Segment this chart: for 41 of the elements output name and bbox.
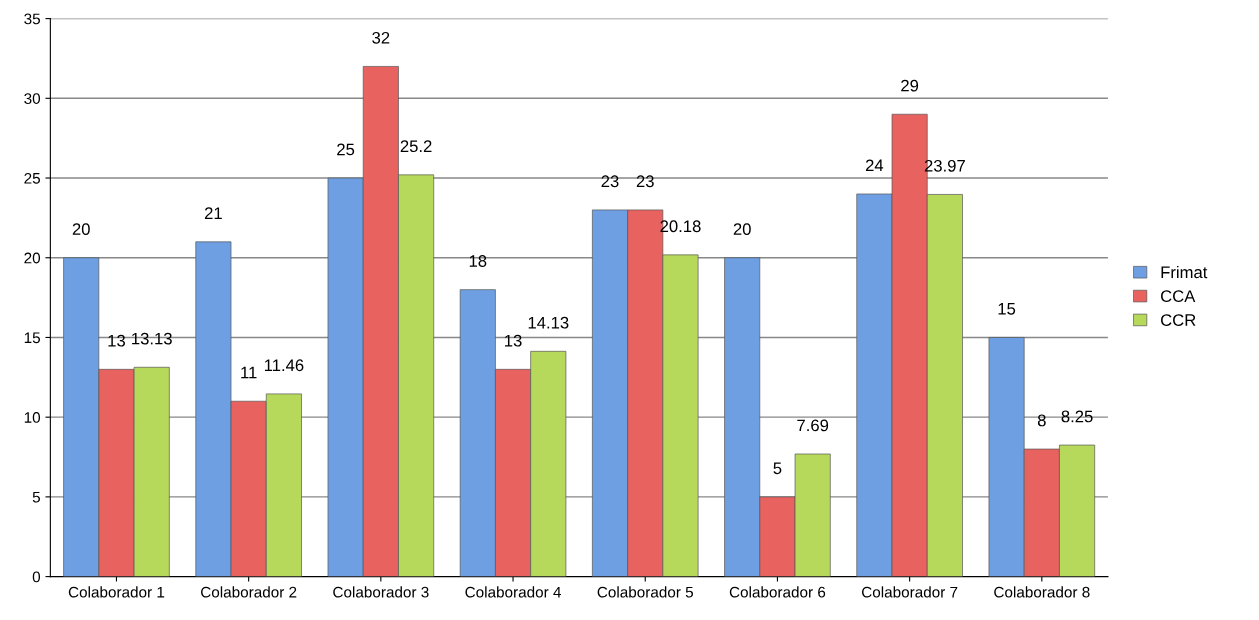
data-label: 15: [998, 303, 1016, 315]
data-label: 5: [773, 462, 782, 475]
data-label: 11.46: [264, 359, 304, 372]
data-label: 20: [733, 223, 751, 235]
data-label: 7.69: [797, 419, 829, 432]
data-label: 29: [901, 79, 919, 92]
x-tick-label: Colaborador 7: [862, 586, 958, 598]
data-label: 20: [72, 223, 90, 235]
x-tick-label: Colaborador 1: [68, 586, 165, 598]
data-label: 23: [601, 175, 619, 188]
legend-label: CCA: [1161, 290, 1196, 303]
legend-label: Frimat: [1161, 265, 1208, 279]
data-label: 25: [337, 143, 355, 156]
data-label: 14.13: [528, 316, 569, 329]
y-tick-label: 30: [24, 93, 41, 104]
y-tick-label: 35: [24, 13, 40, 25]
data-label: 18: [469, 255, 487, 267]
x-tick-label: Colaborador 3: [333, 586, 429, 598]
x-tick-label: Colaborador 6: [729, 586, 826, 598]
legend-label: CCR: [1161, 314, 1196, 326]
x-tick-label: Colaborador 4: [465, 586, 562, 598]
y-tick-label: 20: [24, 252, 41, 264]
y-tick-label: 10: [24, 412, 41, 423]
x-tick-label: Colaborador 5: [597, 586, 694, 598]
data-label: 25.2: [400, 140, 432, 153]
data-label: 8: [1037, 414, 1046, 427]
x-tick-label: Colaborador 8: [994, 586, 1090, 598]
data-label: 8.25: [1061, 410, 1093, 423]
y-tick-label: 15: [24, 332, 40, 344]
data-label: 32: [372, 31, 390, 44]
data-label: 13: [505, 334, 522, 347]
data-label: 24: [865, 159, 884, 172]
data-label: 13: [108, 334, 125, 347]
data-label: 13.13: [132, 332, 172, 345]
y-tick-label: 0: [32, 571, 41, 583]
data-label: 21: [204, 207, 222, 219]
x-tick-label: Colaborador 2: [201, 586, 297, 598]
y-tick-label: 5: [32, 491, 40, 503]
data-label: 23: [636, 175, 654, 188]
y-tick-label: 25: [24, 172, 40, 184]
data-label: 11: [241, 366, 257, 379]
